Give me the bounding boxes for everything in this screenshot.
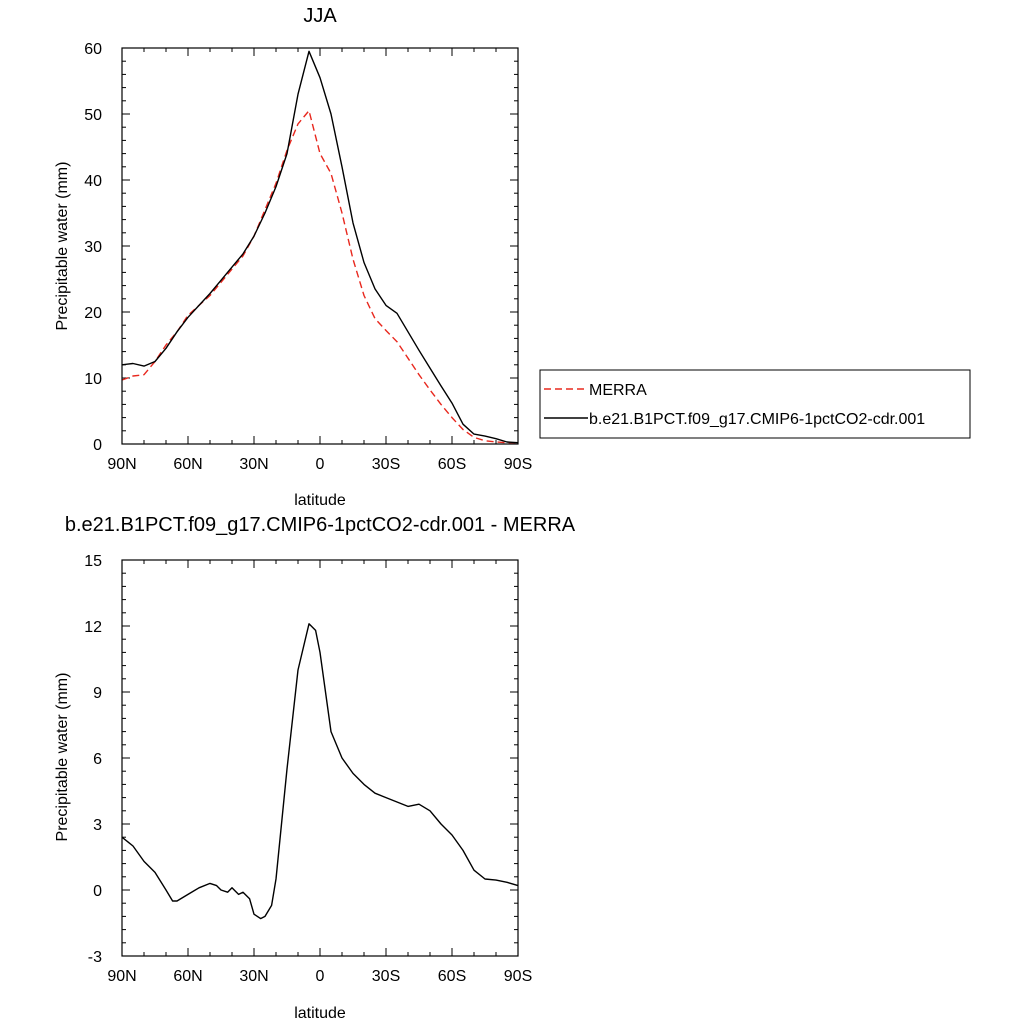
- legend-box: [539, 369, 971, 439]
- y-tick-label: 50: [84, 107, 102, 124]
- x-tick-label: 60S: [438, 968, 466, 985]
- y-tick-label: 20: [84, 305, 102, 322]
- y-tick-label: -3: [88, 949, 102, 966]
- legend-label-merra: MERRA: [589, 382, 647, 399]
- bottom-chart-ylabel: Precipitable water (mm): [54, 673, 71, 842]
- x-tick-label: 30N: [239, 968, 268, 985]
- y-tick-label: 0: [93, 883, 102, 900]
- legend: MERRA b.e21.B1PCT.f09_g17.CMIP6-1pctCO2-…: [539, 369, 971, 439]
- top-chart-ticks: [121, 47, 519, 445]
- bottom-series-line-0: [121, 623, 519, 920]
- y-tick-label: 60: [84, 41, 102, 58]
- x-tick-label: 30S: [372, 456, 400, 473]
- top-chart-xlabel: latitude: [294, 492, 346, 509]
- y-tick-label: 30: [84, 239, 102, 256]
- x-tick-label: 90S: [504, 968, 532, 985]
- bottom-chart-ticks: [121, 559, 519, 957]
- legend-label-model: b.e21.B1PCT.f09_g17.CMIP6-1pctCO2-cdr.00…: [589, 411, 925, 428]
- bottom-chart-title: b.e21.B1PCT.f09_g17.CMIP6-1pctCO2-cdr.00…: [65, 514, 576, 536]
- top-chart-ylabel: Precipitable water (mm): [54, 162, 71, 331]
- x-tick-label: 0: [316, 968, 325, 985]
- y-tick-label: 9: [93, 685, 102, 702]
- y-tick-label: 3: [93, 817, 102, 834]
- x-tick-label: 0: [316, 456, 325, 473]
- y-tick-label: 6: [93, 751, 102, 768]
- x-tick-label: 30N: [239, 456, 268, 473]
- bottom-chart-series: [121, 623, 519, 920]
- bottom-chart-panel: b.e21.B1PCT.f09_g17.CMIP6-1pctCO2-cdr.00…: [54, 514, 576, 1022]
- top-chart-tick-labels: 90N 60N 30N 0 30S 60S 90S 0 10 20 30 40 50 60: [84, 41, 532, 473]
- x-tick-label: 60N: [173, 968, 202, 985]
- x-tick-label: 30S: [372, 968, 400, 985]
- bottom-chart-xlabel: latitude: [294, 1005, 346, 1022]
- x-tick-label: 90N: [107, 456, 136, 473]
- y-tick-label: 10: [84, 371, 102, 388]
- y-tick-label: 15: [84, 553, 102, 570]
- top-chart-title: JJA: [303, 5, 337, 27]
- top-series-line-0: [121, 109, 518, 444]
- y-tick-label: 0: [93, 437, 102, 454]
- y-tick-label: 40: [84, 173, 102, 190]
- x-tick-label: 60S: [438, 456, 466, 473]
- top-chart-series: [121, 50, 519, 444]
- x-tick-label: 60N: [173, 456, 202, 473]
- top-chart-frame: [121, 47, 519, 445]
- bottom-chart-tick-labels: 90N 60N 30N 0 30S 60S 90S -3 0 3 6 9 12 15: [84, 553, 532, 985]
- top-series-line-1: [121, 50, 519, 444]
- x-tick-label: 90N: [107, 968, 136, 985]
- x-tick-label: 90S: [504, 456, 532, 473]
- y-tick-label: 12: [84, 619, 102, 636]
- top-chart-panel: JJA Precipitable water (mm) latitude 90N…: [54, 5, 532, 509]
- bottom-chart-frame: [121, 559, 519, 957]
